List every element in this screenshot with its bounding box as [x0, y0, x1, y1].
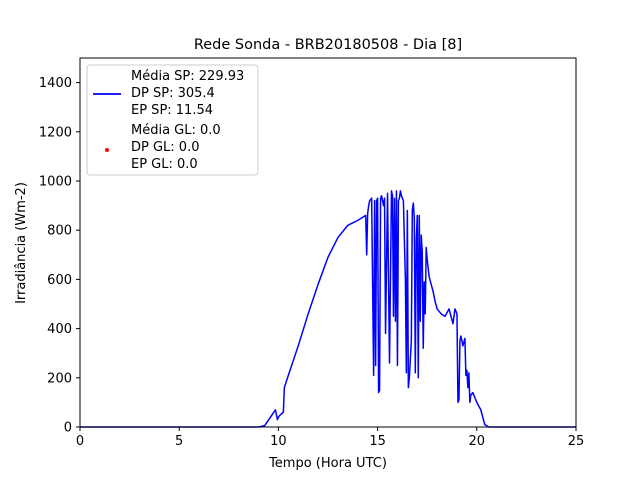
x-tick-label: 10 — [270, 434, 287, 449]
x-tick-label: 5 — [175, 434, 183, 449]
y-tick-label: 800 — [47, 224, 72, 239]
chart-title: Rede Sonda - BRB20180508 - Dia [8] — [194, 37, 462, 53]
legend-box — [86, 64, 259, 176]
x-tick-label: 0 — [76, 434, 84, 449]
y-tick-label: 1000 — [39, 175, 72, 190]
y-tick-label: 600 — [47, 273, 72, 288]
y-tick-label: 0 — [64, 421, 72, 436]
legend-dot-marker — [105, 148, 109, 152]
x-axis-label: Tempo (Hora UTC) — [268, 456, 387, 471]
legend-text: DP SP: 305.4 — [131, 86, 215, 101]
x-tick-label: 15 — [369, 434, 386, 449]
y-tick-label: 1400 — [39, 76, 72, 91]
y-tick-label: 200 — [47, 371, 72, 386]
plot-frame — [79, 57, 577, 428]
legend-text: EP GL: 0.0 — [131, 157, 198, 172]
x-tick-label: 20 — [469, 434, 486, 449]
legend-text: Média SP: 229.93 — [131, 69, 244, 84]
x-tick-label: 25 — [568, 434, 585, 449]
legend-text: Média GL: 0.0 — [131, 123, 221, 138]
y-tick-label: 1200 — [39, 125, 72, 140]
plot-area — [80, 190, 576, 428]
legend-text: EP SP: 11.54 — [131, 103, 213, 118]
axes: 0 5 10 15 20 25 0 200 400 600 800 1000 1200 1400 — [39, 57, 585, 449]
y-axis-label: Irradiância (Wm-2) — [14, 182, 29, 304]
legend-text: DP GL: 0.0 — [131, 140, 200, 155]
series-line-0 — [80, 190, 576, 428]
y-tick-label: 400 — [47, 322, 72, 337]
legend: Média SP: 229.93 DP SP: 305.4 EP SP: 11.54… — [86, 64, 259, 176]
